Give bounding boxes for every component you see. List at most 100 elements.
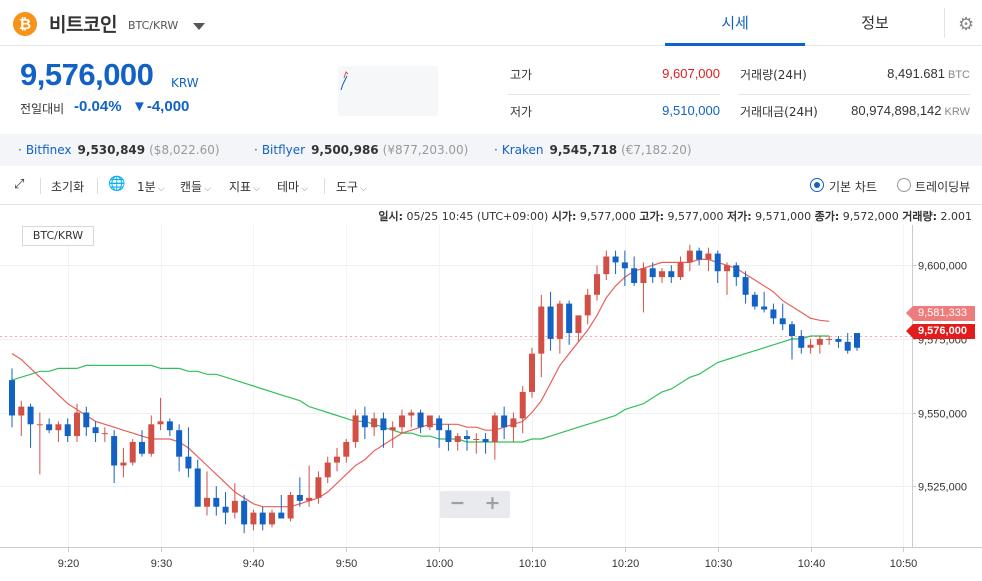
change-label: 전일대비 [20, 102, 65, 116]
candle-body [55, 424, 62, 431]
volume-label-ohlc: 거래량: [902, 210, 937, 223]
candle-body [659, 271, 665, 278]
amount-value: 80,974,898,142 KRW [820, 103, 970, 118]
candle-body [111, 436, 118, 466]
x-tick-label: 10:10 [519, 558, 547, 570]
candlestick-chart[interactable]: 9,600,0009,575,0009,550,0009,525,0009:20… [0, 205, 982, 581]
candle-body [399, 415, 405, 428]
candle-body [9, 380, 15, 416]
current-price: 9,576,000 [20, 57, 154, 92]
reset-button[interactable]: 초기화 [51, 180, 85, 194]
candle-body [510, 418, 517, 428]
x-tick-label: 10:50 [890, 558, 918, 570]
x-tick-label: 10:20 [612, 558, 640, 570]
exchange-price: 9,545,718 [549, 143, 618, 157]
candle-body [631, 268, 638, 283]
exchange-foreign-price: (¥877,203.00) [382, 143, 469, 157]
tab-price[interactable]: 시세 [665, 0, 805, 46]
theme-dropdown[interactable]: 테마 ⌵ [277, 178, 308, 195]
candle-body [686, 250, 693, 263]
high-value-ohlc: 9,577,000 [667, 210, 724, 223]
candle-body [612, 256, 619, 263]
toolbar-divider [97, 178, 98, 194]
candle-body [445, 430, 452, 442]
candle-body [714, 253, 721, 272]
candle-body [538, 306, 545, 354]
tab-info[interactable]: 정보 [861, 14, 889, 32]
header: ₿ 비트코인 BTC/KRW 시세 정보 ⚙ [0, 0, 982, 46]
candle-body [482, 439, 489, 442]
basic-chart-label[interactable]: 기본 차트 [829, 180, 877, 194]
candle-label: 캔들 [180, 180, 203, 194]
exchange-foreign-price: ($8,022.60) [149, 143, 220, 157]
candle-body [306, 497, 313, 501]
tools-label: 도구 [336, 180, 359, 194]
exchange-price: 9,500,986 [311, 143, 379, 157]
candle-body [779, 318, 786, 325]
amount-number: 80,974,898,142 [851, 103, 942, 118]
interval-label: 1분 [137, 180, 156, 194]
x-tick-label: 10:40 [798, 558, 826, 570]
indicator-dropdown[interactable]: 지표 ⌵ [229, 178, 260, 195]
last-price-tag: 9,576,000 [906, 324, 975, 339]
candle-body [751, 294, 758, 307]
radio-tradingview[interactable] [897, 178, 911, 192]
exchange-item-kraken[interactable]: · Kraken 9,545,718 (€7,182.20) [494, 143, 692, 157]
candle-body [594, 274, 600, 295]
exchange-item-bitfinex[interactable]: · Bitfinex 9,530,849 ($8,022.60) [18, 143, 220, 157]
volume-label: 거래량(24H) [740, 68, 807, 82]
candle-body [176, 430, 183, 457]
candle-body [389, 427, 396, 431]
candle-body [826, 338, 833, 340]
stats-divider-left [508, 94, 720, 95]
gear-icon[interactable]: ⚙ [958, 14, 975, 35]
y-tick-label: 9,600,000 [918, 261, 967, 273]
exchange-name: Kraken [501, 143, 544, 157]
candle-body [584, 294, 591, 316]
candle-body [27, 406, 34, 425]
candle-body [696, 250, 703, 260]
amount-unit: KRW [944, 106, 970, 118]
candle-body [473, 439, 480, 441]
chevron-down-icon: ⌵ [360, 184, 367, 194]
radio-basic-chart[interactable] [810, 178, 824, 192]
exchange-item-bitflyer[interactable]: · Bitflyer 9,500,986 (¥877,203.00) [254, 143, 469, 157]
candle-body [426, 415, 433, 428]
exchange-name: Bitflyer [261, 143, 306, 157]
candle-body [334, 456, 340, 463]
ma-short-line [11, 258, 830, 508]
x-tick-label: 10:30 [705, 558, 733, 570]
change-price: ▼-4,000 [132, 98, 190, 115]
candle-body [64, 424, 71, 437]
sparkline-chart [338, 66, 438, 116]
candle-body [185, 456, 192, 469]
low-value-ohlc: 9,571,000 [755, 210, 812, 223]
zoom-in-button[interactable]: + [484, 492, 501, 514]
amount-label: 거래대금(24H) [740, 105, 818, 119]
coin-select-caret-icon[interactable] [193, 23, 205, 30]
interval-dropdown[interactable]: 1분 ⌵ [137, 178, 165, 195]
candle-body [677, 262, 684, 278]
tools-dropdown[interactable]: 도구 ⌵ [336, 178, 367, 195]
fullscreen-icon[interactable]: ⤢ [14, 177, 25, 192]
x-tick-label: 10:00 [426, 558, 454, 570]
candle-dropdown[interactable]: 캔들 ⌵ [180, 178, 211, 195]
ma-long-line [11, 335, 830, 443]
candle-body [120, 462, 127, 466]
high-value: 9,607,000 [662, 66, 720, 81]
tradingview-label[interactable]: 트레이딩뷰 [915, 180, 971, 194]
candle-body [668, 271, 675, 278]
candle-body [213, 497, 220, 507]
candle-body [296, 494, 303, 501]
candle-body [705, 253, 712, 260]
change-rate: -0.04% [74, 98, 122, 115]
volume-number: 8,491.681 [887, 66, 945, 81]
globe-icon[interactable]: 🌐 [108, 176, 126, 192]
candle-body [315, 477, 322, 498]
candle-body [733, 265, 740, 278]
zoom-out-button[interactable]: − [449, 492, 466, 514]
price-unit: KRW [171, 76, 199, 90]
chart-toolbar: ⤢ 초기화 🌐 1분 ⌵ 캔들 ⌵ 지표 ⌵ 테마 ⌵ 도구 ⌵ 기본 차트 트레이딩뷰 [0, 167, 982, 205]
y-tick-label: 9,550,000 [918, 409, 967, 421]
